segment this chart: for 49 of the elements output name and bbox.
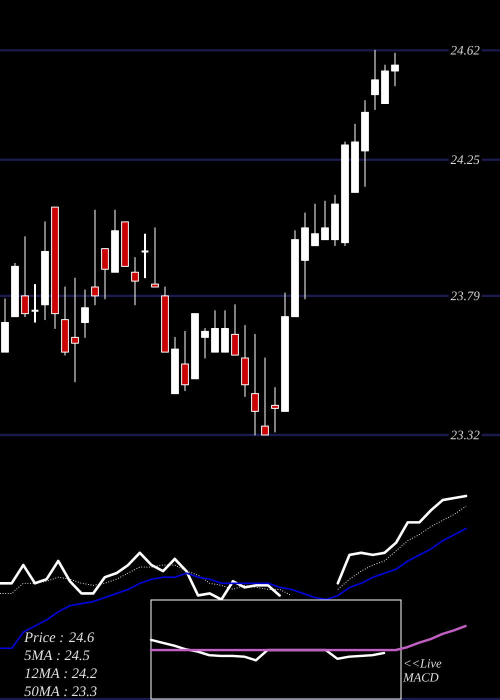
candlestick	[351, 124, 359, 193]
candlestick	[71, 278, 79, 382]
y-tick-label: 23.32	[450, 430, 480, 440]
candlestick	[291, 230, 299, 318]
candlestick	[261, 358, 269, 436]
candlestick	[161, 286, 169, 353]
y-tick-label: 24.25	[450, 155, 480, 164]
candlestick	[201, 328, 209, 359]
candlestick	[121, 221, 129, 267]
candlestick	[181, 330, 189, 392]
candlestick	[251, 334, 259, 436]
candlestick	[371, 50, 379, 110]
annotation: 50MA : 23.3	[24, 686, 97, 696]
candlestick	[331, 194, 339, 246]
candlestick	[81, 289, 89, 338]
candlestick	[11, 262, 19, 318]
candlestick	[321, 200, 329, 240]
candlestick	[30, 283, 40, 324]
y-tick-label: 24.62	[450, 46, 480, 55]
candlestick	[241, 325, 249, 398]
candlestick	[191, 313, 199, 380]
candlestick	[151, 227, 159, 288]
candlestick	[21, 236, 29, 318]
candlestick	[391, 52, 399, 86]
candlestick	[301, 212, 309, 300]
candlestick	[221, 310, 229, 353]
y-tick-label: 23.79	[450, 292, 480, 300]
candlestick	[281, 292, 289, 412]
candlestick	[41, 221, 49, 320]
candlestick	[111, 210, 119, 273]
candlestick	[1, 298, 9, 353]
annotation: 12MA : 24.2	[24, 668, 97, 678]
candlestick	[91, 210, 99, 306]
candlestick	[361, 100, 369, 187]
annotation: 5MA : 24.5	[24, 650, 90, 660]
annotation: <<Live MACD	[403, 659, 442, 682]
candlestick	[211, 310, 219, 353]
candlestick	[140, 232, 150, 280]
candlestick	[171, 336, 179, 394]
annotation: Price : 24.6	[24, 632, 94, 642]
candlestick	[51, 206, 59, 329]
candlestick	[381, 64, 389, 104]
candlestick	[231, 304, 239, 356]
candlestick	[311, 204, 319, 246]
candlestick	[271, 387, 279, 433]
candlestick	[101, 248, 109, 300]
candlestick	[341, 142, 349, 246]
candlestick	[61, 286, 69, 356]
candlestick	[131, 256, 139, 306]
